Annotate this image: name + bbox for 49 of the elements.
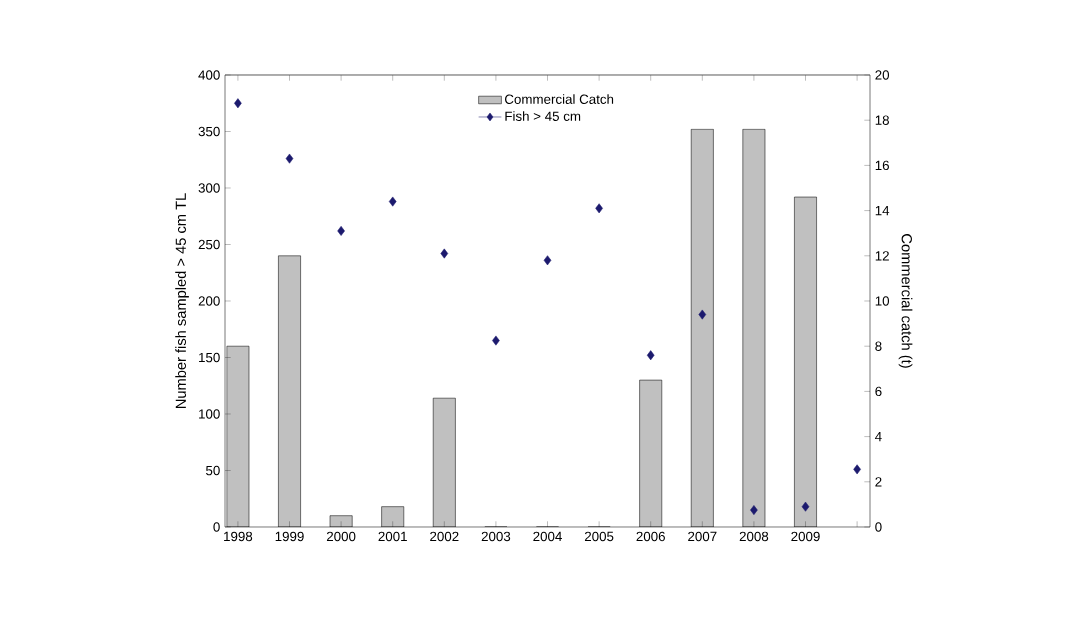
legend-label: Fish > 45 cm — [505, 111, 581, 121]
y-tick-label: 100 — [199, 409, 220, 419]
x-tick-label: 2008 — [739, 531, 769, 542]
y2-tick-label: 10 — [875, 296, 890, 306]
y2-tick-label: 12 — [875, 251, 889, 261]
y2-tick-label: 16 — [875, 160, 889, 171]
x-tick-label: 2009 — [791, 531, 820, 542]
point — [698, 309, 707, 320]
y-tick-label: 200 — [198, 296, 220, 306]
y2-tick-label: 4 — [875, 432, 882, 442]
y2-tick-label: 20 — [875, 70, 890, 80]
point — [853, 464, 861, 475]
x-tick-label: 2003 — [481, 531, 511, 542]
point — [646, 350, 655, 361]
x-tick-label: 2006 — [636, 531, 665, 542]
point — [388, 196, 397, 207]
y-axis-title: Number fish sampled > 45 cm TL — [175, 193, 189, 408]
y2-tick-label: 18 — [875, 115, 889, 125]
point — [750, 505, 758, 515]
y-tick-label: 250 — [198, 239, 220, 250]
y2-axis-title: Commercial catch (t) — [898, 234, 913, 368]
x-tick-label: 2005 — [584, 531, 614, 542]
point — [492, 335, 500, 346]
x-tick-label: 1999 — [275, 531, 304, 542]
point — [595, 203, 603, 214]
point — [285, 153, 294, 164]
y2-tick-label: 2 — [875, 477, 882, 487]
y-tick-label: 50 — [206, 465, 220, 476]
y-tick-label: 0 — [213, 522, 220, 532]
y2-tick-label: 8 — [875, 341, 882, 351]
y-tick-label: 300 — [198, 183, 220, 193]
legend-label: Commercial Catch — [505, 94, 614, 104]
y-tick-label: 150 — [199, 352, 220, 363]
y2-tick-label: 14 — [875, 206, 890, 216]
point — [801, 501, 810, 512]
x-tick-label: 2007 — [688, 531, 717, 542]
point — [543, 255, 552, 266]
x-tick-label: 2000 — [326, 531, 356, 542]
point — [440, 248, 449, 259]
y-tick-label: 400 — [198, 70, 220, 80]
y2-tick-label: 0 — [875, 522, 882, 532]
x-tick-label: 2001 — [378, 531, 407, 542]
x-tick-label: 1998 — [224, 531, 253, 542]
y2-tick-label: 6 — [875, 386, 882, 397]
y-tick-label: 350 — [198, 126, 220, 137]
point — [337, 226, 345, 236]
x-tick-label: 2004 — [533, 531, 562, 542]
point — [234, 98, 242, 109]
x-tick-label: 2002 — [430, 531, 459, 542]
